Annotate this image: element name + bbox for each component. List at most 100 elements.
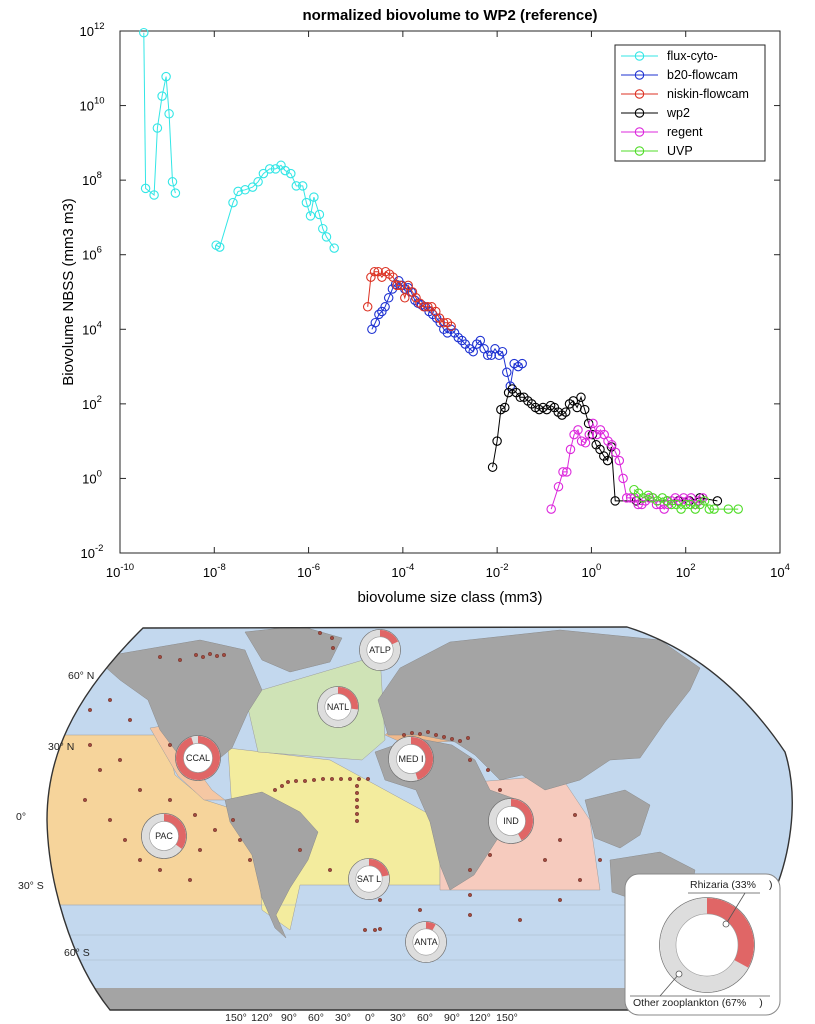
station <box>558 838 563 843</box>
station <box>330 777 335 782</box>
donut-hole <box>396 744 426 774</box>
station <box>366 777 371 782</box>
station <box>578 878 583 883</box>
y-tick-label: 1010 <box>79 96 104 114</box>
station <box>221 653 226 658</box>
data-point <box>621 493 632 503</box>
station <box>214 654 219 659</box>
data-point <box>374 309 384 320</box>
data-point <box>618 473 628 484</box>
station <box>468 893 473 898</box>
legend-item: b20-flowcam <box>621 68 738 82</box>
station <box>373 928 378 933</box>
data-point <box>652 496 663 506</box>
lon-label: 90° <box>444 1012 460 1024</box>
x-tick-label: 10-8 <box>203 562 226 580</box>
data-point <box>576 392 586 403</box>
station <box>426 730 431 735</box>
region-label: SAT L <box>357 874 381 884</box>
chart-title: normalized biovolume to WP2 (reference) <box>302 7 597 24</box>
x-tick-label: 10-6 <box>297 562 320 580</box>
x-axis-label: biovolume size class (mm3) <box>357 589 542 606</box>
data-point <box>565 444 576 455</box>
station <box>137 788 142 793</box>
south-america <box>224 791 319 939</box>
legend-item: flux-cyto- <box>621 49 718 63</box>
data-point <box>264 164 275 174</box>
donut-hole <box>412 928 440 956</box>
legend-rhizaria-label: Rhizaria (33%) <box>690 879 772 891</box>
station <box>355 798 360 803</box>
data-point <box>403 280 413 291</box>
data-point <box>643 490 653 501</box>
legend-swatch-marker <box>634 108 645 118</box>
donut-hole <box>366 636 394 664</box>
data-point <box>580 438 591 448</box>
series-line <box>143 32 176 196</box>
series-line <box>371 279 523 387</box>
station <box>192 813 197 818</box>
y-tick-label: 102 <box>82 394 102 412</box>
lon-label: 60° <box>417 1012 433 1024</box>
station <box>355 784 360 789</box>
station <box>598 858 603 863</box>
donut-rhizaria-segment <box>510 799 533 841</box>
lon-label: 90° <box>281 1012 297 1024</box>
data-point <box>625 493 636 503</box>
data-point <box>152 123 163 133</box>
station <box>328 868 333 873</box>
legend-swatch-marker <box>634 127 645 137</box>
donut-rhizaria-segment <box>425 921 436 931</box>
legend-label: flux-cyto- <box>667 49 718 63</box>
y-axis-label: Biovolume NBSS (mm3 m3) <box>60 198 77 386</box>
x-tick-label: 104 <box>770 562 790 580</box>
y-tick-label: 10-2 <box>81 543 104 561</box>
series-layer <box>139 27 743 514</box>
station <box>117 758 122 763</box>
data-point <box>140 183 151 194</box>
maritime-asia <box>584 789 651 849</box>
donut-rhizaria-segment <box>176 736 220 780</box>
data-point <box>638 493 648 503</box>
lat-label-60n: 60° N <box>68 670 94 682</box>
data-point <box>377 306 387 317</box>
station <box>127 718 132 723</box>
lon-label: 30° <box>335 1012 351 1024</box>
y-tick-label: 104 <box>82 319 102 337</box>
lat-label-0: 0° <box>16 811 26 823</box>
donut-hole <box>355 865 383 893</box>
station <box>237 838 242 843</box>
station <box>378 898 383 903</box>
y-tick-label: 1012 <box>79 21 104 39</box>
donut-rhizaria-segment <box>379 630 399 645</box>
data-point <box>400 293 410 303</box>
legend-pointer <box>659 973 680 997</box>
station <box>286 780 291 785</box>
data-point <box>395 280 406 291</box>
data-point <box>517 358 527 369</box>
x-tick-label: 102 <box>676 562 696 580</box>
station <box>355 812 360 817</box>
station <box>418 908 423 913</box>
station <box>466 736 471 741</box>
donut-hole <box>149 821 179 851</box>
legend-label: UVP <box>667 144 693 158</box>
y-tick-label: 106 <box>82 245 102 263</box>
data-point <box>610 496 620 506</box>
data-point <box>321 232 332 242</box>
donut-hole <box>496 806 526 836</box>
lon-label: 120° <box>251 1012 273 1024</box>
data-point <box>170 188 181 198</box>
data-point <box>610 447 621 458</box>
data-point <box>579 404 590 415</box>
data-point <box>161 71 171 82</box>
x-tick-label: 100 <box>582 562 602 580</box>
data-point <box>494 350 504 361</box>
x-tick-label: 10-4 <box>391 562 414 580</box>
station <box>442 735 447 740</box>
data-point <box>214 242 225 252</box>
series-line <box>550 421 704 510</box>
station <box>312 778 317 783</box>
data-point <box>369 266 380 277</box>
